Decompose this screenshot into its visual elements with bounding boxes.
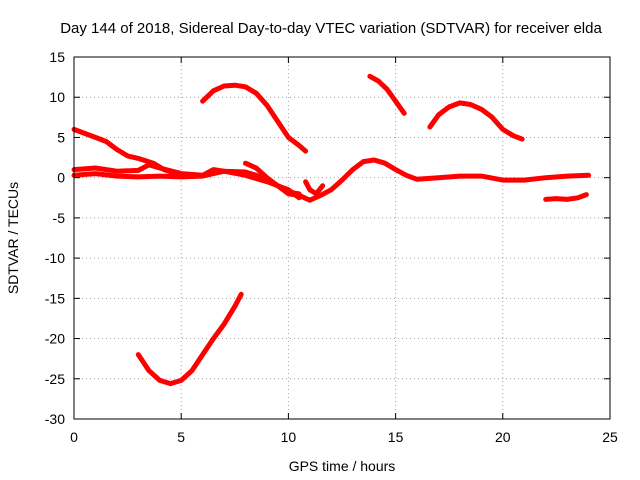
series-track-8 <box>427 100 525 142</box>
series-layer <box>71 73 592 387</box>
x-tick-label: 20 <box>495 429 511 445</box>
x-tick-label: 5 <box>177 429 185 445</box>
y-tick-label: -25 <box>45 371 65 387</box>
chart-title: Day 144 of 2018, Sidereal Day-to-day VTE… <box>60 20 602 37</box>
y-tick-label: -5 <box>53 210 66 226</box>
grid <box>74 57 610 419</box>
series-track-7 <box>367 73 407 116</box>
axis-ticks: 0 5 10 15 20 25 15 10 5 0 -5 -10 -15 -20 -25 -30 <box>45 49 618 445</box>
y-tick-label: 15 <box>49 49 65 65</box>
y-axis-label: SDTVAR / TECUs <box>5 182 21 294</box>
y-tick-label: 0 <box>57 170 65 186</box>
series-track-2 <box>71 157 592 203</box>
plot-frame <box>73 56 611 420</box>
x-tick-label: 15 <box>388 429 404 445</box>
series-track-10 <box>135 291 244 387</box>
x-tick-label: 25 <box>602 429 618 445</box>
y-tick-label: 10 <box>49 89 65 105</box>
series-track-5 <box>303 179 326 197</box>
x-tick-label: 10 <box>281 429 297 445</box>
series-track-4 <box>243 160 302 197</box>
y-tick-label: -30 <box>45 411 65 427</box>
series-track-6 <box>200 82 309 154</box>
x-tick-label: 0 <box>70 429 78 445</box>
y-tick-label: 5 <box>57 129 65 145</box>
y-tick-label: -10 <box>45 250 65 266</box>
y-tick-label: -15 <box>45 290 65 306</box>
y-tick-label: -20 <box>45 331 65 347</box>
series-track-9 <box>543 192 589 202</box>
x-axis-label: GPS time / hours <box>289 458 396 474</box>
